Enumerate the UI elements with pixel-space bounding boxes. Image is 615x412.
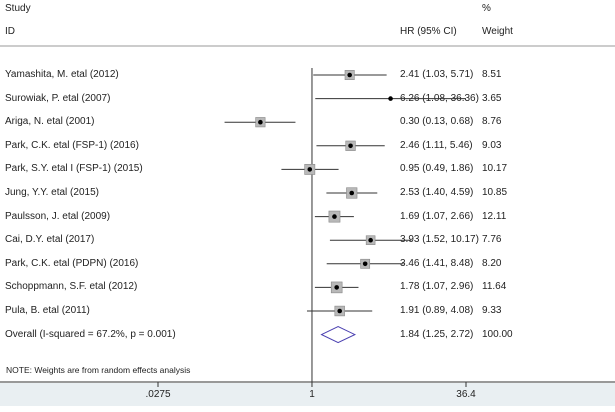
header-id: ID bbox=[5, 26, 15, 37]
point-estimate bbox=[334, 285, 339, 290]
study-ci: 0.30 (0.13, 0.68) bbox=[400, 116, 474, 128]
study-weight: 7.76 bbox=[482, 234, 502, 246]
study-weight: 8.20 bbox=[482, 257, 502, 269]
study-weight: 10.17 bbox=[482, 163, 508, 175]
study-label: Park, C.K. etal (PDPN) (2016) bbox=[5, 257, 139, 269]
study-ci: 3.46 (1.41, 8.48) bbox=[400, 257, 474, 269]
study-label: Ariga, N. etal (2001) bbox=[5, 116, 95, 128]
point-estimate bbox=[332, 214, 337, 219]
overall-weight: 100.00 bbox=[482, 328, 513, 340]
overall-label: Overall (I-squared = 67.2%, p = 0.001) bbox=[5, 328, 176, 340]
point-estimate bbox=[388, 96, 393, 101]
study-ci: 3.93 (1.52, 10.17) bbox=[400, 234, 479, 246]
study-weight: 9.03 bbox=[482, 139, 502, 151]
study-weight: 12.11 bbox=[482, 210, 507, 222]
x-tick-label: .0275 bbox=[145, 389, 171, 400]
header-pct: % bbox=[482, 3, 491, 14]
study-label: Cai, D.Y. etal (2017) bbox=[5, 234, 95, 246]
study-ci: 1.78 (1.07, 2.96) bbox=[400, 281, 474, 293]
study-label: Park, C.K. etal (FSP-1) (2016) bbox=[5, 139, 139, 151]
study-weight: 8.76 bbox=[482, 116, 502, 128]
study-ci: 6.26 (1.08, 36.36) bbox=[400, 92, 479, 104]
study-label: Pula, B. etal (2011) bbox=[5, 305, 90, 316]
study-weight: 8.51 bbox=[482, 69, 502, 80]
point-estimate bbox=[258, 119, 263, 125]
overall-ci: 1.84 (1.25, 2.72) bbox=[400, 328, 474, 340]
overall-diamond bbox=[320, 326, 357, 344]
study-label: Surowiak, P. etal (2007) bbox=[5, 92, 111, 104]
study-ci: 2.53 (1.40, 4.59) bbox=[400, 187, 474, 198]
study-weight: 10.85 bbox=[482, 187, 508, 198]
header-hr: HR (95% CI) bbox=[400, 26, 457, 37]
point-estimate bbox=[307, 167, 313, 172]
study-label: Jung, Y.Y. etal (2015) bbox=[5, 187, 99, 198]
axis-strip bbox=[0, 383, 615, 406]
study-label: Schoppmann, S.F. etal (2012) bbox=[5, 281, 138, 293]
study-label: Paulsson, J. etal (2009) bbox=[5, 210, 111, 222]
x-tick-label: 36.4 bbox=[456, 389, 476, 400]
note: NOTE: Weights are from random effects an… bbox=[6, 365, 191, 375]
study-ci: 2.41 (1.03, 5.71) bbox=[400, 69, 474, 80]
x-tick-label: 1 bbox=[309, 389, 315, 400]
point-estimate bbox=[337, 308, 343, 314]
study-label: Park, S.Y. etal I (FSP-1) (2015) bbox=[5, 163, 143, 175]
study-ci: 2.46 (1.11, 5.46) bbox=[400, 139, 473, 151]
point-estimate bbox=[349, 190, 355, 196]
study-ci: 1.69 (1.07, 2.66) bbox=[400, 210, 474, 222]
study-label: Yamashita, M. etal (2012) bbox=[5, 69, 119, 80]
point-estimate bbox=[368, 237, 373, 243]
header-study: Study bbox=[5, 3, 31, 14]
point-estimate bbox=[348, 143, 353, 149]
study-weight: 11.64 bbox=[482, 281, 507, 293]
study-ci: 1.91 (0.89, 4.08) bbox=[400, 305, 474, 316]
point-estimate bbox=[347, 72, 352, 78]
study-ci: 0.95 (0.49, 1.86) bbox=[400, 163, 474, 175]
study-weight: 9.33 bbox=[482, 305, 502, 316]
header-weight: Weight bbox=[482, 26, 513, 37]
study-weight: 3.65 bbox=[482, 92, 502, 104]
point-estimate bbox=[362, 261, 368, 267]
